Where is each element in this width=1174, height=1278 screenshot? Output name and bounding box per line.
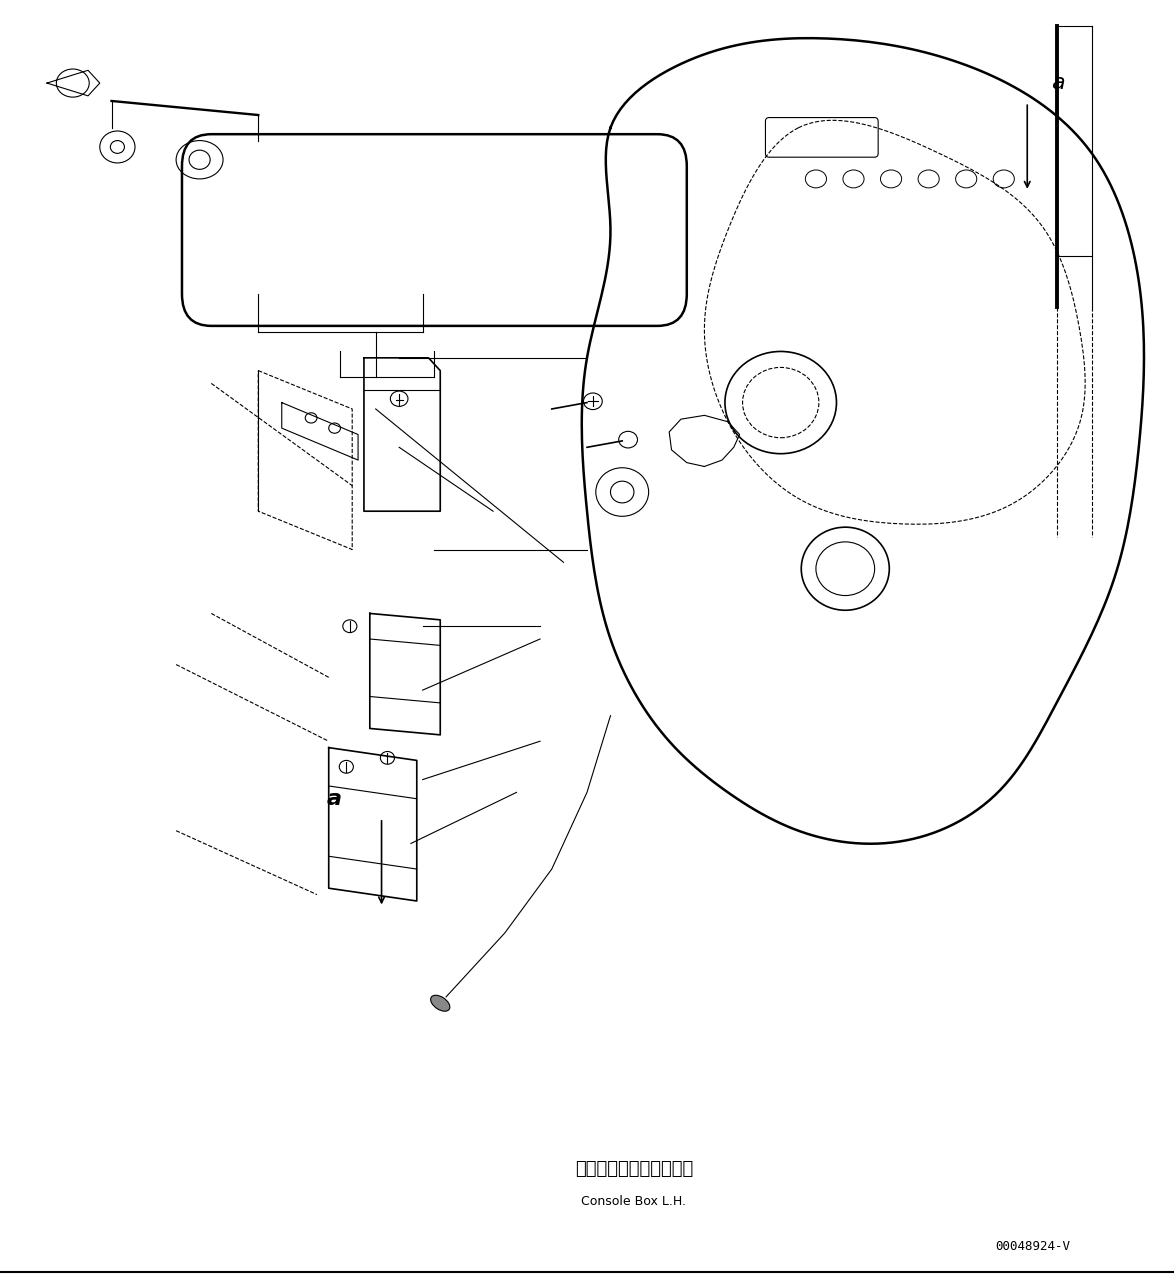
Text: a: a <box>328 789 342 809</box>
Text: コンソールボックス　左: コンソールボックス 左 <box>575 1160 693 1178</box>
FancyBboxPatch shape <box>182 134 687 326</box>
FancyBboxPatch shape <box>765 118 878 157</box>
Text: Console Box L.H.: Console Box L.H. <box>581 1195 687 1208</box>
Text: a: a <box>1051 73 1065 93</box>
Ellipse shape <box>431 996 450 1011</box>
Text: 00048924-V: 00048924-V <box>996 1240 1071 1252</box>
